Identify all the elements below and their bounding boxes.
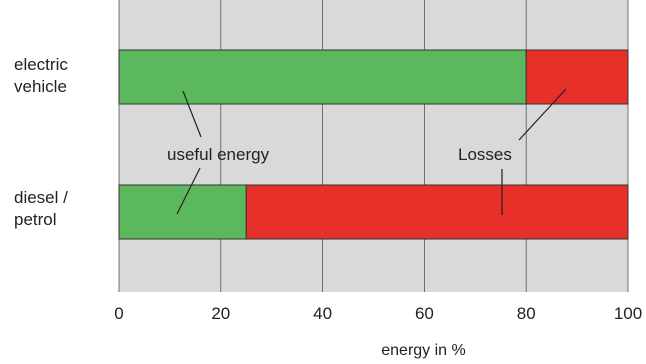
category-label-line: diesel / (14, 188, 68, 207)
bar-electric-losses (525, 49, 629, 105)
category-label-0: electric vehicle (14, 55, 68, 96)
category-label-line: vehicle (14, 77, 67, 96)
x-tick-labels: 0 20 40 60 80 100 (114, 304, 642, 323)
annotation-useful-energy: useful energy (167, 145, 270, 164)
bars (118, 49, 629, 240)
leader-useful-diesel (176, 167, 201, 215)
x-axis-label: energy in % (381, 342, 466, 359)
x-tick-label-20: 20 (211, 304, 230, 323)
annotations: useful energy Losses (167, 88, 567, 215)
x-tick-label-60: 60 (415, 304, 434, 323)
leader-losses-electric (518, 88, 567, 141)
grid-lines (118, 0, 629, 292)
bar-diesel-losses (245, 184, 629, 240)
x-tick-label-100: 100 (614, 304, 642, 323)
category-label-1: diesel / petrol (14, 188, 68, 229)
x-tick-label-0: 0 (114, 304, 123, 323)
x-tick-label-40: 40 (313, 304, 332, 323)
bar-diesel-useful (118, 184, 247, 240)
bar-electric-useful (118, 49, 527, 105)
plot-background (119, 0, 628, 292)
annotation-losses: Losses (458, 145, 512, 164)
x-tick-label-80: 80 (517, 304, 536, 323)
category-labels: electric vehicle diesel / petrol (14, 55, 68, 229)
leader-useful-electric (182, 90, 202, 138)
category-label-line: petrol (14, 210, 57, 229)
category-label-line: electric (14, 55, 68, 74)
